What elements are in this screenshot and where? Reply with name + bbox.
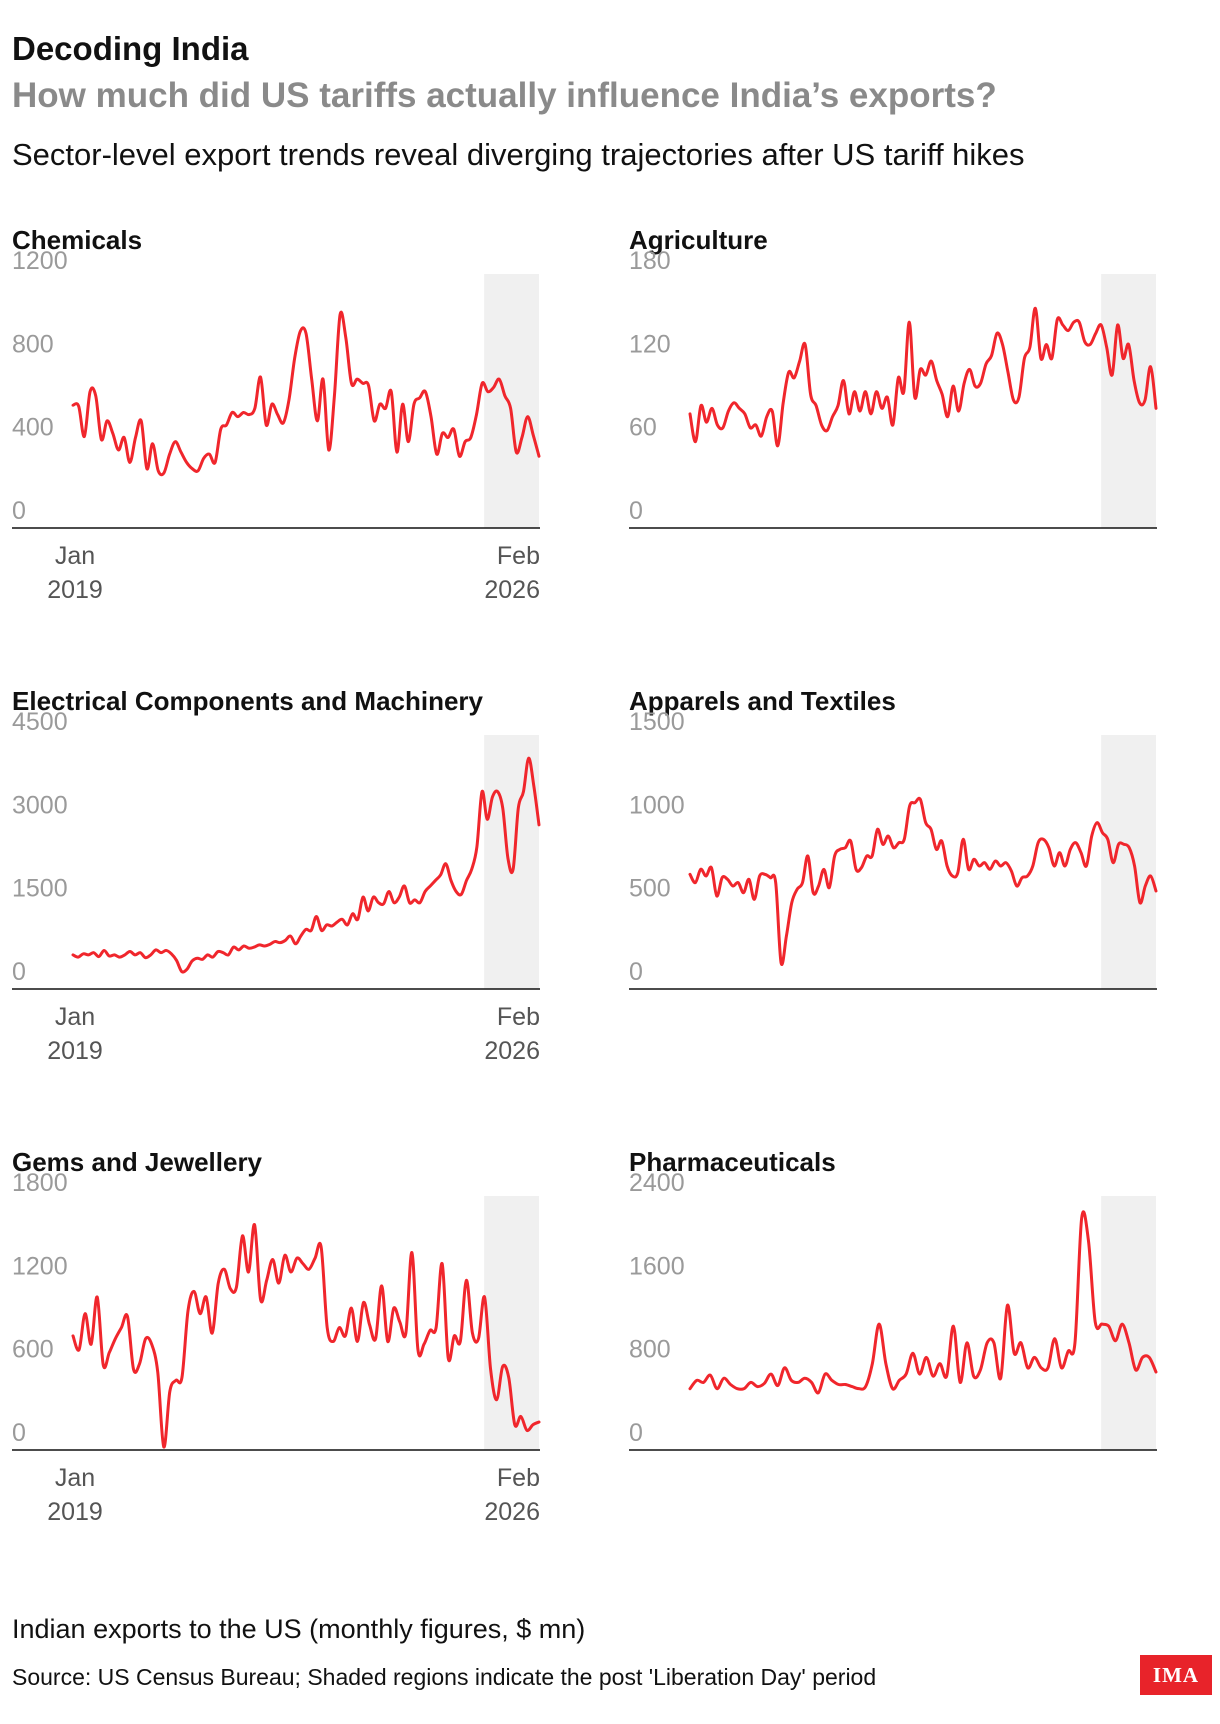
y-tick-label: 800: [12, 330, 54, 358]
series-line: [688, 796, 1158, 966]
shaded-region: [484, 735, 539, 989]
panel-title: Apparels and Textiles: [629, 686, 896, 716]
apparels-chart: 0 500 1000 1500: [629, 708, 1158, 990]
y-tick-label: 800: [629, 1336, 671, 1364]
x-tick-label-end-month: Feb: [497, 1003, 540, 1031]
pharmaceuticals-chart: 0 800 1600 2400: [629, 1169, 1158, 1451]
y-tick-label: 0: [629, 1419, 643, 1447]
series-line: [71, 756, 541, 974]
x-tick-label-start-year: 2019: [47, 576, 103, 604]
y-tick-label: 1500: [629, 708, 685, 736]
y-tick-label: 0: [12, 958, 26, 986]
y-tick-label: 600: [12, 1336, 54, 1364]
x-tick-label-end-year: 2026: [484, 1037, 540, 1065]
panel-gems: Gems and Jewellery 0 600 1200 1800 Jan 2019 Fe…: [12, 1147, 612, 1587]
units-note: Indian exports to the US (monthly figure…: [12, 1614, 586, 1644]
y-tick-label: 400: [12, 414, 54, 442]
panel-title: Chemicals: [12, 225, 143, 255]
series-line: [688, 1210, 1158, 1395]
shaded-region: [1101, 735, 1156, 989]
y-tick-label: 1800: [12, 1169, 68, 1197]
panel-title: Gems and Jewellery: [12, 1147, 263, 1177]
y-tick-label: 1000: [629, 791, 685, 819]
y-tick-label: 1500: [12, 875, 68, 903]
gems-chart: 0 600 1200 1800 Jan 2019 Feb 2026: [12, 1169, 541, 1526]
x-tick-label-start-month: Jan: [55, 542, 95, 570]
y-tick-label: 3000: [12, 791, 68, 819]
y-tick-label: 1200: [12, 247, 68, 275]
x-tick-label-start-year: 2019: [47, 1498, 103, 1526]
x-tick-label-end-year: 2026: [484, 576, 540, 604]
chemicals-chart: 0 400 800 1200 Jan 2019 Feb 2026: [12, 247, 541, 604]
y-tick-label: 0: [12, 1419, 26, 1447]
x-tick-label-end-year: 2026: [484, 1498, 540, 1526]
y-tick-label: 120: [629, 330, 671, 358]
headline: How much did US tariffs actually influen…: [12, 76, 997, 115]
subtitle: Sector-level export trends reveal diverg…: [12, 137, 1025, 172]
panel-pharmaceuticals: Pharmaceuticals 0 800 1600 2400: [629, 1147, 1220, 1587]
shaded-region: [1101, 1196, 1156, 1450]
y-tick-label: 0: [12, 497, 26, 525]
source-note: Source: US Census Bureau; Shaded regions…: [12, 1664, 877, 1690]
x-tick-label-start-month: Jan: [55, 1003, 95, 1031]
ima-logo: IMA: [1140, 1655, 1212, 1695]
panel-chemicals: Chemicals 0 400 800 1200 Jan 2019 Feb 2026: [12, 225, 612, 665]
x-tick-label-end-month: Feb: [497, 542, 540, 570]
y-tick-label: 500: [629, 875, 671, 903]
shaded-region: [1101, 274, 1156, 528]
series-line: [71, 310, 541, 477]
y-tick-label: 0: [629, 497, 643, 525]
y-tick-label: 60: [629, 414, 657, 442]
series-line: [71, 1223, 541, 1449]
shaded-region: [484, 274, 539, 528]
y-tick-label: 180: [629, 247, 671, 275]
x-tick-label-start-year: 2019: [47, 1037, 103, 1065]
panel-electrical: Electrical Components and Machinery 0 150…: [12, 686, 612, 1126]
x-tick-label-start-month: Jan: [55, 1464, 95, 1492]
y-tick-label: 1200: [12, 1252, 68, 1280]
agriculture-chart: 0 60 120 180: [629, 247, 1158, 529]
x-tick-label-end-month: Feb: [497, 1464, 540, 1492]
y-tick-label: 2400: [629, 1169, 685, 1197]
y-tick-label: 0: [629, 958, 643, 986]
electrical-chart: 0 1500 3000 4500 Jan 2019 Feb 2026: [12, 708, 541, 1065]
panel-title: Electrical Components and Machinery: [12, 686, 484, 716]
kicker-title: Decoding India: [12, 30, 249, 67]
panel-title: Agriculture: [629, 225, 768, 255]
y-tick-label: 1600: [629, 1252, 685, 1280]
y-tick-label: 4500: [12, 708, 68, 736]
series-line: [688, 306, 1158, 448]
panel-agriculture: Agriculture 0 60 120 180: [629, 225, 1220, 665]
panel-apparels: Apparels and Textiles 0 500 1000 1500: [629, 686, 1220, 1126]
panel-title: Pharmaceuticals: [629, 1147, 836, 1177]
